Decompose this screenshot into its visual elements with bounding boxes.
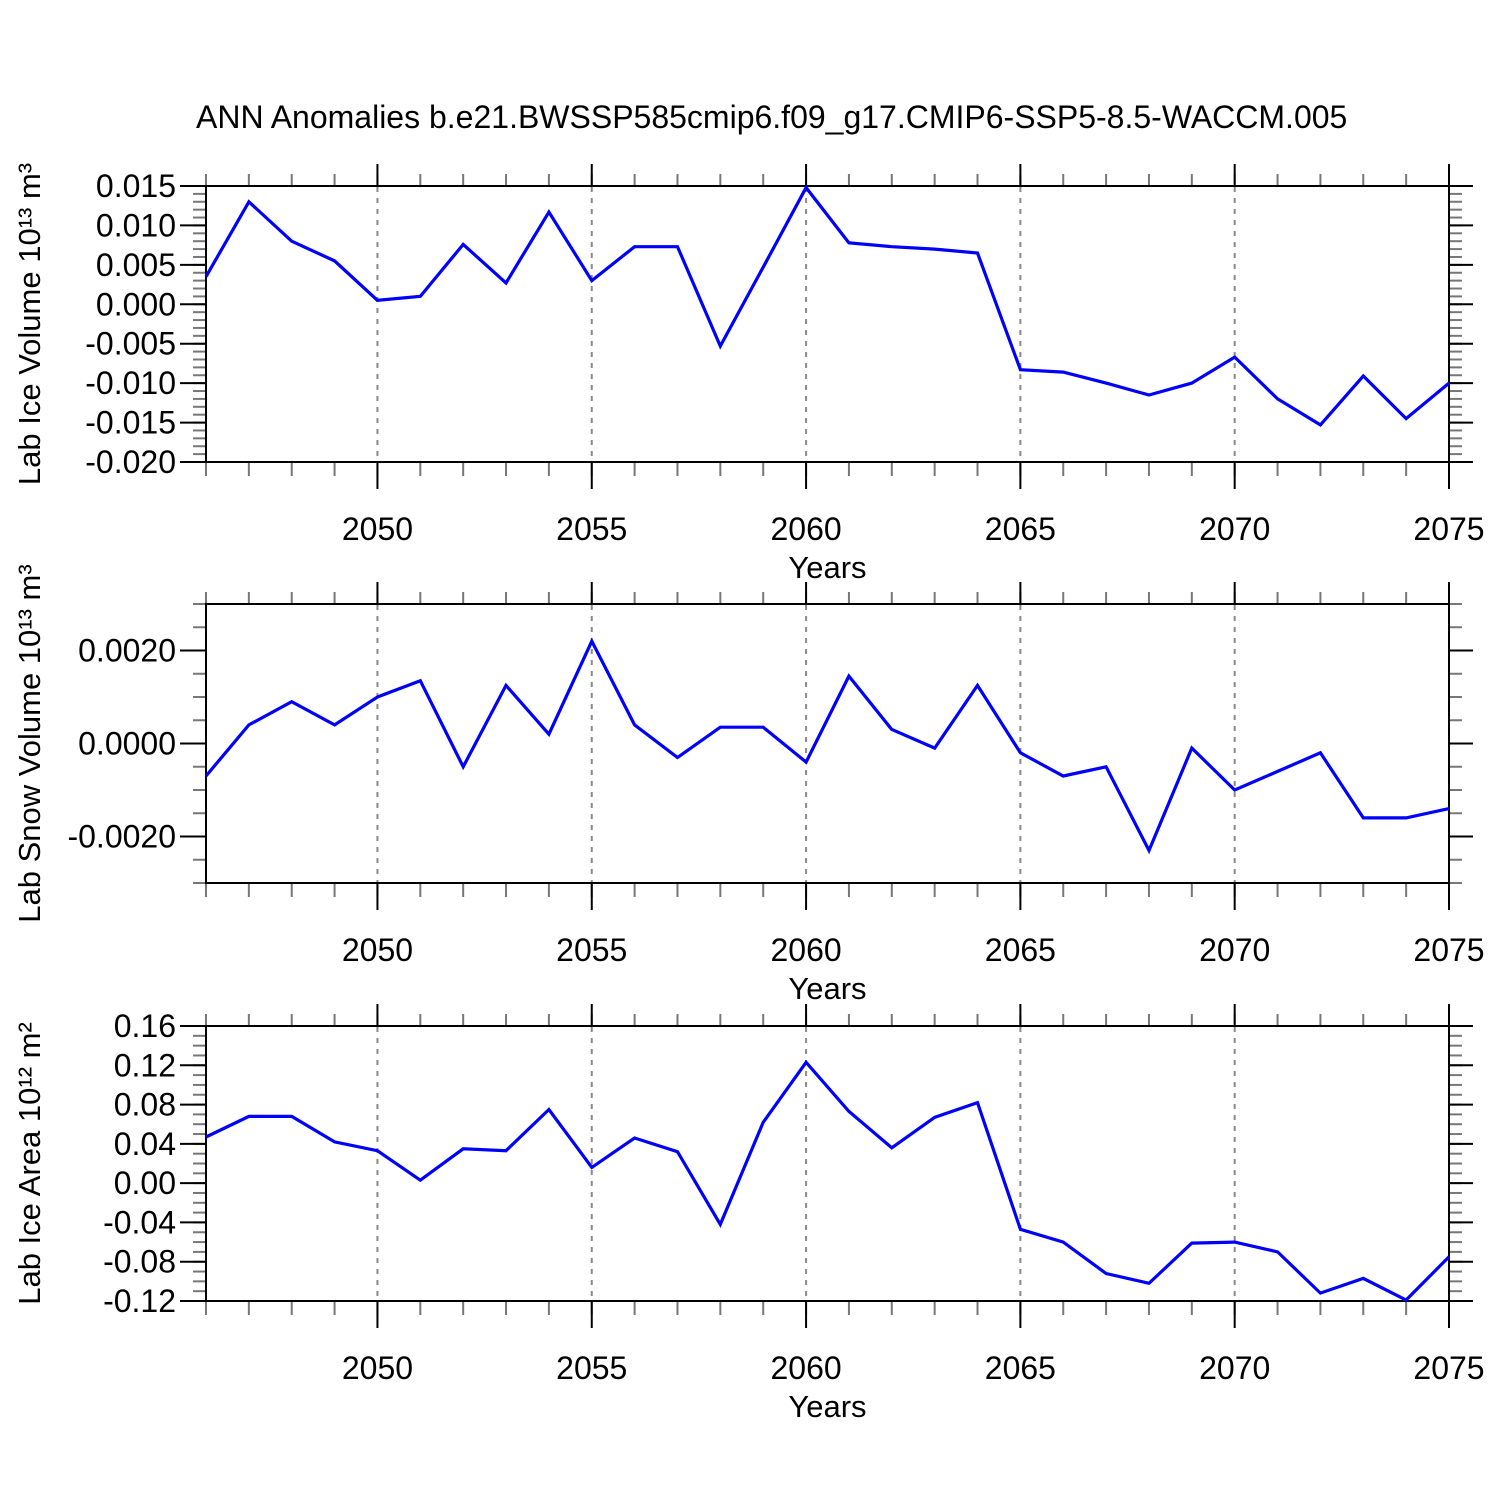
y-tick-label: 0.0000 — [78, 726, 176, 762]
y-tick-label: 0.12 — [114, 1047, 176, 1083]
data-line-top — [204, 184, 1451, 427]
y-tick-label: 0.08 — [114, 1087, 176, 1123]
data-line-middle — [204, 637, 1450, 855]
data-line-bottom — [205, 1059, 1451, 1302]
plot-frame — [205, 603, 1450, 884]
y-tick-label: -0.08 — [103, 1244, 176, 1280]
y-tick-label: 0.0020 — [78, 633, 176, 669]
x-tick-label: 2060 — [770, 932, 841, 968]
panel-bottom: 2050 2055 2060 2065 2070 2075 0.160.12 0.080.04… — [12, 1004, 1485, 1424]
x-tick-label: 2075 — [1413, 932, 1484, 968]
y-tick-label: -0.12 — [103, 1283, 176, 1319]
x-tick-label: 2055 — [556, 511, 627, 547]
y-tick-label: -0.010 — [85, 365, 176, 401]
x-tick-label: 2070 — [1199, 1350, 1270, 1386]
x-axis-title: Years — [788, 971, 866, 1006]
figure-title: ANN Anomalies b.e21.BWSSP585cmip6.f09_g1… — [196, 99, 1348, 135]
y-tick-label: -0.0020 — [67, 819, 176, 855]
plot-frame — [205, 1025, 1450, 1302]
x-tick-label: 2050 — [342, 932, 413, 968]
y-axis-title: Lab Snow Volume 10¹³ m³ — [12, 564, 47, 922]
plot-frame — [205, 185, 1450, 463]
x-tick-label: 2075 — [1413, 1350, 1484, 1386]
y-tick-label: 0.00 — [114, 1165, 176, 1201]
x-tick-label: 2070 — [1199, 932, 1270, 968]
panel-middle: 2050 2055 2060 2065 2070 2075 0.0020 0.0000 -0.0… — [12, 564, 1485, 1006]
x-tick-label: 2060 — [770, 511, 841, 547]
x-tick-label: 2070 — [1199, 511, 1270, 547]
x-axis-title: Years — [788, 1389, 866, 1424]
y-tick-label: 0.010 — [96, 207, 176, 243]
x-tick-label: 2055 — [556, 932, 627, 968]
y-tick-label: 0.16 — [114, 1008, 176, 1044]
y-tick-label: 0.04 — [114, 1126, 176, 1162]
x-tick-label: 2065 — [985, 932, 1056, 968]
y-axis-title: Lab Ice Volume 10¹³ m³ — [12, 163, 47, 485]
y-tick-label: -0.005 — [85, 326, 176, 362]
y-tick-label: -0.020 — [85, 444, 176, 480]
y-tick-label: -0.015 — [85, 405, 176, 441]
y-tick-label: 0.005 — [96, 247, 176, 283]
x-tick-label: 2050 — [342, 1350, 413, 1386]
y-axis-title: Lab Ice Area 10¹² m² — [12, 1022, 47, 1305]
y-tick-label: 0.000 — [96, 286, 176, 322]
y-tick-label: 0.015 — [96, 168, 176, 204]
x-tick-label: 2050 — [342, 511, 413, 547]
x-tick-label: 2075 — [1413, 511, 1484, 547]
x-axis-title: Years — [788, 550, 866, 585]
x-tick-label: 2065 — [985, 511, 1056, 547]
x-tick-label: 2055 — [556, 1350, 627, 1386]
x-tick-label: 2060 — [770, 1350, 841, 1386]
x-tick-label: 2065 — [985, 1350, 1056, 1386]
y-tick-label: -0.04 — [103, 1204, 176, 1240]
